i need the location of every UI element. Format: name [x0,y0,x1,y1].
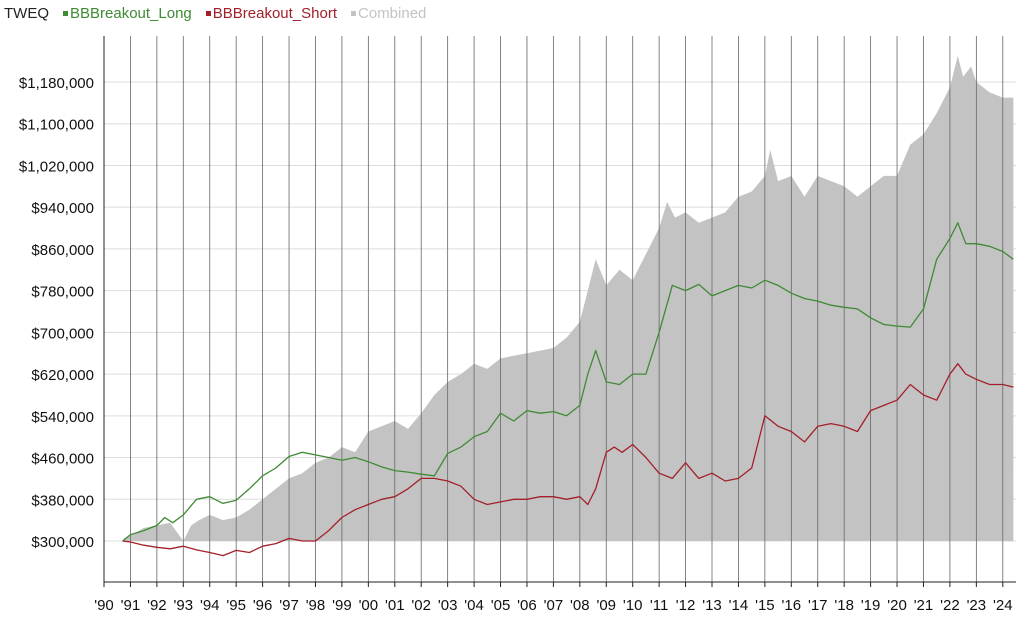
y-tick-label: $460,000 [31,451,94,468]
x-tick-label: '10 [623,597,643,614]
axes [103,36,1016,583]
legend-item-short: BBBreakout_Short [205,4,338,22]
x-tick-label: '15 [755,597,775,614]
y-tick-label: $1,180,000 [19,75,94,92]
x-tick-label: '98 [306,597,326,614]
legend-label-long: BBBreakout_Long [70,4,192,22]
x-tick-label: '01 [385,597,405,614]
y-axis-ticks: $300,000 $380,000 $460,000 $540,000 $620,000… [19,75,94,551]
x-tick-label: '09 [596,597,616,614]
x-tick-label: '94 [200,597,220,614]
x-tick-label: '16 [782,597,802,614]
x-tick-label: '93 [174,597,194,614]
chart-title: TWEQ [4,4,49,22]
legend-item-long: BBBreakout_Long [63,5,192,22]
x-tick-label: '08 [570,597,590,614]
x-tick-label: '92 [147,597,167,614]
combined-area [122,55,1014,542]
legend-item-combined: Combined [351,5,426,22]
y-tick-label: $780,000 [31,284,94,301]
legend-swatch-combined [351,10,357,16]
x-tick-label: '96 [253,597,273,614]
x-tick-label: '02 [411,597,431,614]
x-tick-label: '90 [94,597,114,614]
x-tick-label: '20 [887,597,907,614]
x-tick-label: '07 [544,597,564,614]
x-tick-label: '99 [332,597,352,614]
x-tick-label: '17 [808,597,828,614]
vertical-gridlines [130,36,1004,582]
x-tick-label: '22 [940,597,960,614]
short-series-line [122,363,1014,557]
x-axis-ticks: '90 '91 '92 '93 '94 '95 '96 '97 '98 '99 '00 '01 '02 '… [94,582,1013,614]
x-tick-label: '19 [861,597,881,614]
x-tick-label: '21 [914,597,934,614]
x-tick-label: '18 [834,597,854,614]
y-tick-label: $620,000 [31,367,94,384]
y-tick-label: $1,100,000 [19,117,94,134]
series-lines [122,222,1014,557]
chart-legend: TWEQ BBBreakout_Long BBBreakout_Short Co… [0,3,440,23]
y-tick-label: $540,000 [31,409,94,426]
y-tick-label: $1,020,000 [19,158,94,175]
x-tick-label: '91 [121,597,141,614]
long-series-line [122,222,1014,542]
combined-series-area [122,55,1014,542]
x-tick-label: '06 [517,597,537,614]
y-tick-label: $940,000 [31,200,94,217]
x-tick-label: '97 [279,597,299,614]
x-tick-label: '04 [464,597,484,614]
y-tick-label: $380,000 [31,492,94,509]
legend-label-combined: Combined [358,4,427,22]
legend-swatch-long [63,10,68,16]
legend-label-short: BBBreakout_Short [212,4,338,22]
x-tick-label: '11 [650,597,668,614]
x-tick-label: '00 [359,597,379,614]
x-tick-label: '05 [491,597,511,614]
legend-swatch-short [205,10,211,16]
x-tick-label: '23 [967,597,987,614]
x-tick-label: '24 [993,597,1013,614]
y-tick-label: $700,000 [31,325,94,342]
y-tick-label: $300,000 [31,534,94,551]
x-tick-label: '12 [676,597,696,614]
x-tick-label: '03 [438,597,458,614]
y-tick-label: $860,000 [31,242,94,259]
x-tick-label: '13 [702,597,722,614]
x-tick-label: '14 [729,597,749,614]
x-tick-label: '95 [226,597,246,614]
